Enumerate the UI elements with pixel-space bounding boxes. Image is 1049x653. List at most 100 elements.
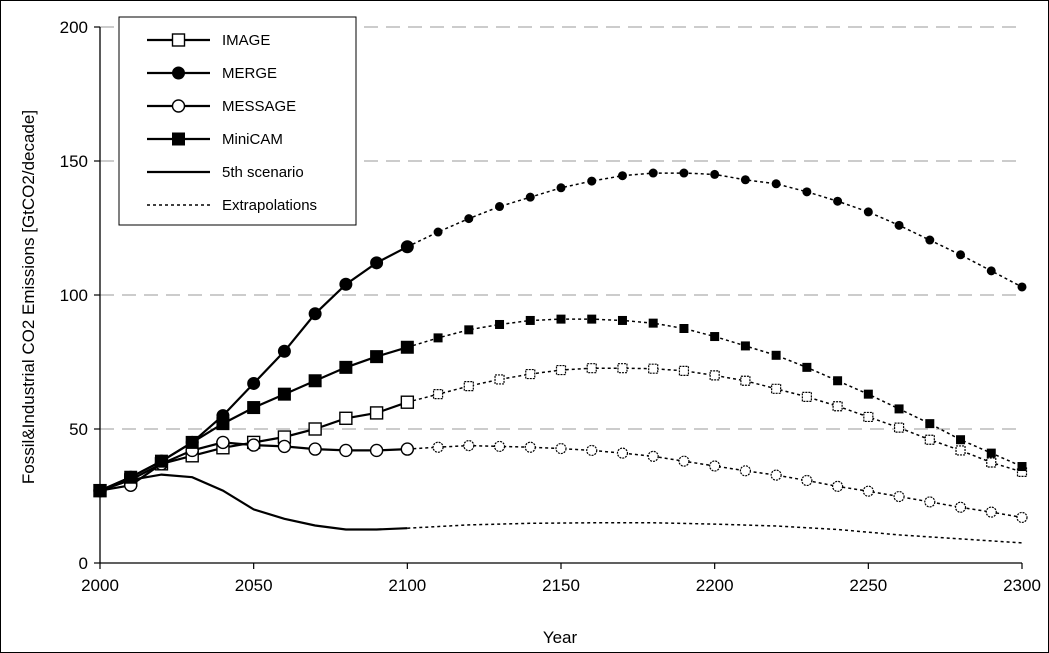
- merge-extrapolation-line: [406, 172, 1023, 288]
- legend-swatch-marker: [172, 132, 185, 146]
- legend-item-message: MESSAGE: [147, 98, 296, 115]
- y-tick-label: 0: [79, 554, 88, 573]
- minicam-extrap-marker: [587, 314, 597, 324]
- image-extrap-marker: [801, 391, 812, 402]
- merge-extrap-marker: [833, 196, 843, 206]
- image-extrap-marker: [709, 370, 720, 381]
- y-tick-label: 150: [60, 152, 88, 171]
- merge-extrap-marker: [587, 176, 597, 186]
- merge-extrap-marker: [740, 175, 750, 185]
- message-marker: [339, 443, 353, 458]
- message-marker: [369, 443, 384, 458]
- image-extrap-marker: [432, 389, 444, 400]
- minicam-line: [99, 346, 408, 492]
- legend-item-extrapolations: Extrapolations: [147, 197, 317, 214]
- x-tick-label: 2000: [81, 576, 119, 595]
- merge-extrap-marker: [464, 214, 474, 224]
- merge-extrap-marker: [956, 250, 966, 260]
- minicam-marker: [154, 454, 168, 468]
- legend-label: IMAGE: [222, 32, 270, 49]
- minicam-marker: [308, 374, 322, 388]
- image-extrap-marker: [586, 363, 597, 374]
- minicam-extrap-marker: [464, 325, 474, 335]
- x-tick-label: 2100: [388, 576, 426, 595]
- legend-swatch-marker: [172, 66, 185, 80]
- merge-extrap-marker: [771, 179, 781, 189]
- message-marker: [246, 438, 261, 452]
- message-extrap-marker: [678, 455, 690, 467]
- minicam-extrap-marker: [617, 315, 627, 325]
- y-tick-label: 50: [69, 420, 88, 439]
- x-tick-label: 2150: [542, 576, 580, 595]
- x-axis-title: Year: [543, 628, 578, 647]
- minicam-extrap-marker: [433, 333, 443, 343]
- merge-extrap-marker: [495, 202, 505, 212]
- merge-extrap-marker: [894, 220, 904, 230]
- legend-item-minicam: MiniCAM: [147, 131, 283, 148]
- message-extrap-marker: [770, 469, 782, 481]
- minicam-extrap-marker: [648, 318, 658, 328]
- message-extrap-marker: [801, 474, 813, 487]
- minicam-extrap-marker: [956, 435, 966, 445]
- message-extrap-marker: [586, 444, 598, 457]
- minicam-extrap-marker: [894, 404, 904, 414]
- merge-extrap-marker: [556, 183, 566, 193]
- image-extrap-marker: [771, 383, 782, 394]
- image-extrap-marker: [955, 445, 966, 456]
- x-tick-label: 2250: [849, 576, 887, 595]
- merge-extrap-marker: [986, 266, 996, 276]
- legend-label: Extrapolations: [222, 197, 317, 214]
- merge-extrap-marker: [1017, 282, 1027, 292]
- minicam-marker: [247, 401, 261, 415]
- merge-extrap-marker: [433, 227, 443, 237]
- image-marker: [400, 395, 415, 409]
- message-extrap-marker: [616, 447, 629, 459]
- merge-marker: [339, 277, 353, 291]
- merge-marker: [370, 256, 384, 270]
- minicam-extrap-marker: [740, 341, 750, 351]
- minicam-marker: [185, 435, 199, 449]
- merge-extrap-marker: [863, 207, 873, 217]
- tick-labels: 0 50 100 150 200 2000 2050 2100 2150 2200 2250 2300: [60, 18, 1041, 595]
- series-image: [93, 363, 1028, 498]
- message-extrap-marker: [862, 485, 874, 497]
- merge-marker: [400, 240, 414, 254]
- x-tick-label: 2050: [235, 576, 273, 595]
- minicam-marker: [93, 484, 107, 498]
- axes: [94, 26, 1023, 569]
- merge-marker: [247, 376, 261, 390]
- message-extrap-marker: [1016, 511, 1028, 524]
- minicam-extrap-marker: [525, 315, 535, 325]
- message-extrap-marker: [954, 501, 967, 513]
- legend-label: 5th scenario: [222, 164, 304, 181]
- image-extrap-marker: [740, 375, 751, 386]
- y-axis-title: Fossil&Industrial CO2 Emissions [GtCO2/d…: [19, 110, 38, 484]
- legend-label: MiniCAM: [222, 131, 283, 148]
- image-extrap-marker: [555, 364, 567, 376]
- image-extrap-marker: [617, 363, 628, 374]
- y-tick-label: 200: [60, 18, 88, 37]
- minicam-extrap-marker: [771, 350, 781, 360]
- message-marker: [308, 442, 322, 456]
- legend-swatch-marker: [171, 99, 186, 113]
- minicam-marker: [339, 360, 353, 374]
- legend-item-5th-scenario: 5th scenario: [147, 164, 304, 181]
- message-extrap-marker: [524, 441, 536, 453]
- image-marker: [369, 406, 384, 420]
- merge-extrap-marker: [710, 169, 720, 179]
- minicam-extrap-marker: [986, 448, 996, 458]
- image-extrap-marker: [678, 365, 690, 376]
- series-5th-scenario: [99, 473, 1023, 544]
- image-extrap-marker: [525, 368, 536, 380]
- legend-item-merge: MERGE: [147, 65, 277, 82]
- image-marker: [339, 411, 353, 425]
- legend-item-image: IMAGE: [147, 32, 270, 49]
- legend-swatch-marker: [171, 33, 186, 47]
- message-marker: [400, 442, 415, 456]
- image-extrap-marker: [463, 381, 474, 392]
- y-tick-label: 100: [60, 286, 88, 305]
- message-marker: [216, 435, 230, 450]
- merge-marker: [308, 307, 322, 321]
- message-extrap-marker: [493, 440, 506, 453]
- merge-extrap-marker: [525, 192, 535, 202]
